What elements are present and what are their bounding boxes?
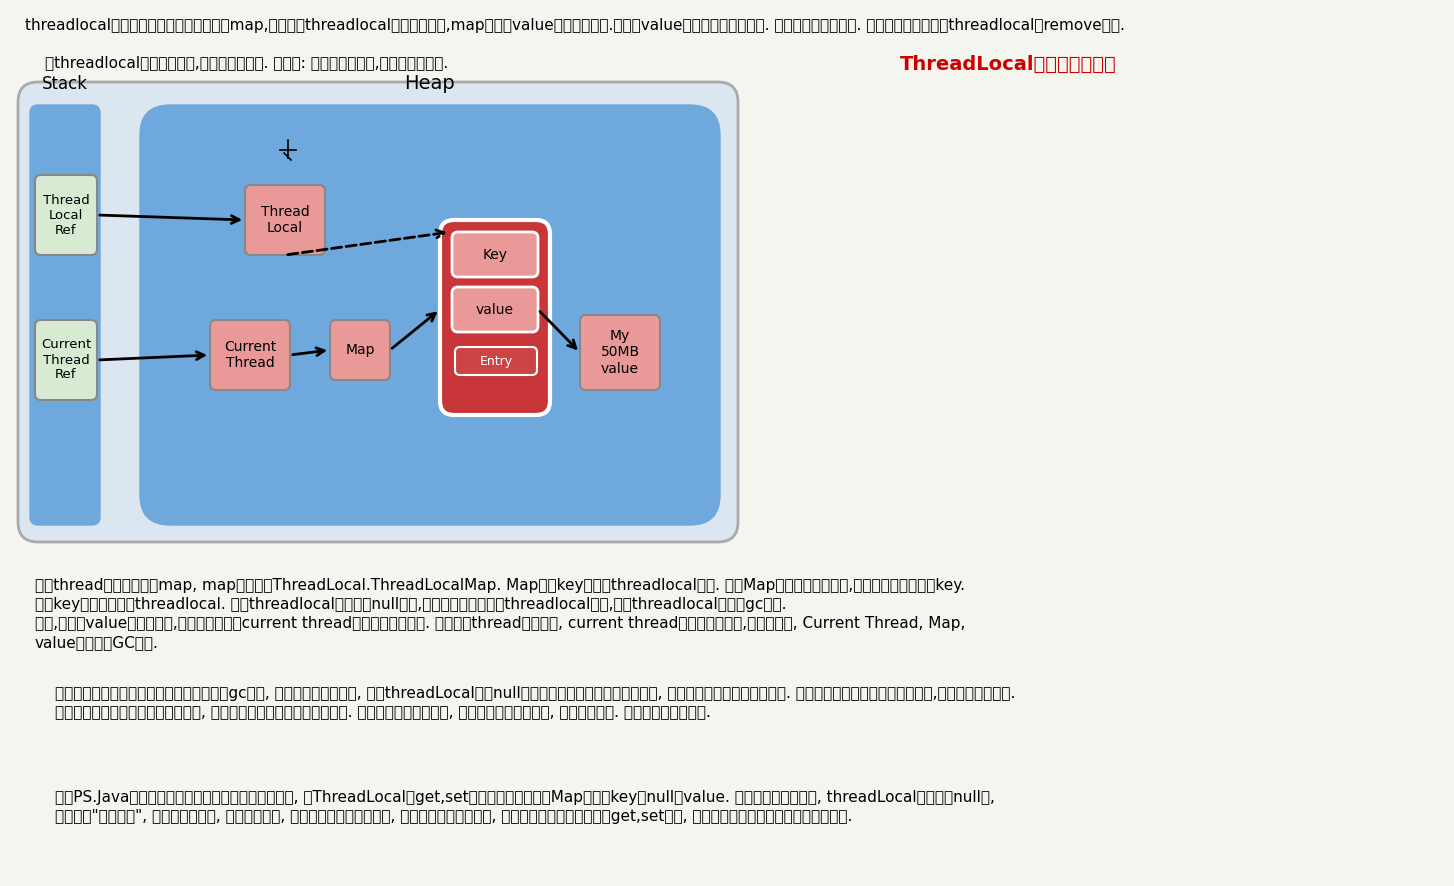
- FancyBboxPatch shape: [140, 105, 720, 525]
- Text: Current
Thread: Current Thread: [224, 340, 276, 370]
- Text: 每个thread中都存在一个map, map的类型是ThreadLocal.ThreadLocalMap. Map中的key为一个threadlocal实例. : 每个thread中都存在一个map, map的类型是ThreadLocal.Th…: [35, 578, 965, 593]
- Text: 所以得出一个结论就是只要这个线程对象被gc回收, 就不会出现内存泄露, 但在threadLocal设为null和线程结束这段时间不会被回收的, 就发生了我们认为: 所以得出一个结论就是只要这个线程对象被gc回收, 就不会出现内存泄露, 但在th…: [55, 686, 1015, 701]
- Text: Stack: Stack: [42, 75, 89, 93]
- Text: Thread
Local
Ref: Thread Local Ref: [42, 193, 89, 237]
- FancyBboxPatch shape: [31, 105, 100, 525]
- Text: Map: Map: [345, 343, 375, 357]
- FancyBboxPatch shape: [580, 315, 660, 390]
- FancyBboxPatch shape: [452, 287, 538, 332]
- Text: Thread
Local: Thread Local: [260, 205, 310, 235]
- Text: 在threadlocal的生命周期中,都存在这些引用. 看下图: 实线代表强引用,虚线代表弱引用.: 在threadlocal的生命周期中,都存在这些引用. 看下图: 实线代表强引用…: [45, 55, 448, 70]
- Text: Heap: Heap: [404, 74, 455, 93]
- Text: ThreadLocal引起的内存泄漏: ThreadLocal引起的内存泄漏: [900, 55, 1117, 74]
- Text: 但是,我们的value却不能回收,因为存在一条从current thread连接过来的强引用. 只有当前thread结束以后, current thread就不: 但是,我们的value却不能回收,因为存在一条从current thread连接…: [35, 616, 965, 631]
- FancyBboxPatch shape: [35, 175, 97, 255]
- Text: Entry: Entry: [480, 354, 513, 368]
- Text: Current
Thread
Ref: Current Thread Ref: [41, 338, 92, 382]
- Text: 每个key都弱引用指向threadlocal. 当抋threadlocal实例置为null以后,没有任何强引用指向threadlocal实例,所以threadl: 每个key都弱引用指向threadlocal. 当抋threadlocal实例置…: [35, 597, 787, 612]
- FancyBboxPatch shape: [246, 185, 326, 255]
- Text: PS.Java为了最小化减少内存泄露的可能性和影响, 在ThreadLocal的get,set的时候都会清除线程Map里所有key为null的value. 所以: PS.Java为了最小化减少内存泄露的可能性和影响, 在ThreadLocal的…: [55, 790, 995, 805]
- FancyBboxPatch shape: [452, 232, 538, 277]
- FancyBboxPatch shape: [330, 320, 390, 380]
- FancyBboxPatch shape: [455, 347, 537, 375]
- FancyBboxPatch shape: [35, 320, 97, 400]
- Text: 最要命的是线程对象不被回收的情况, 这就发生了真正意义上的内存泄露. 比如使用线程池的时候, 线程结束是不会销毁的, 会再次使用的. 就可能出现内存泄露.: 最要命的是线程对象不被回收的情况, 这就发生了真正意义上的内存泄露. 比如使用线…: [55, 705, 711, 720]
- Text: threadlocal里面使用了一个存在弱引用的map,当释放掉threadlocal的强引用以后,map里面的value却没有被回收.而这块value永远不会: threadlocal里面使用了一个存在弱引用的map,当释放掉threadlo…: [25, 18, 1125, 33]
- FancyBboxPatch shape: [441, 220, 550, 415]
- Text: Key: Key: [483, 247, 507, 261]
- FancyBboxPatch shape: [17, 82, 739, 542]
- Text: value将全部被GC回收.: value将全部被GC回收.: [35, 635, 158, 650]
- FancyBboxPatch shape: [209, 320, 289, 390]
- Text: 开始发生"内存泄露", 然后使用线程池, 这个线程结束, 线程放回线程池中不销毁, 这个线程一直不被使用, 或者分配使用了又不再调用get,set方法, 那么这: 开始发生"内存泄露", 然后使用线程池, 这个线程结束, 线程放回线程池中不销毁…: [55, 809, 852, 824]
- Text: My
50MB
value: My 50MB value: [601, 330, 640, 376]
- Text: value: value: [475, 302, 515, 316]
